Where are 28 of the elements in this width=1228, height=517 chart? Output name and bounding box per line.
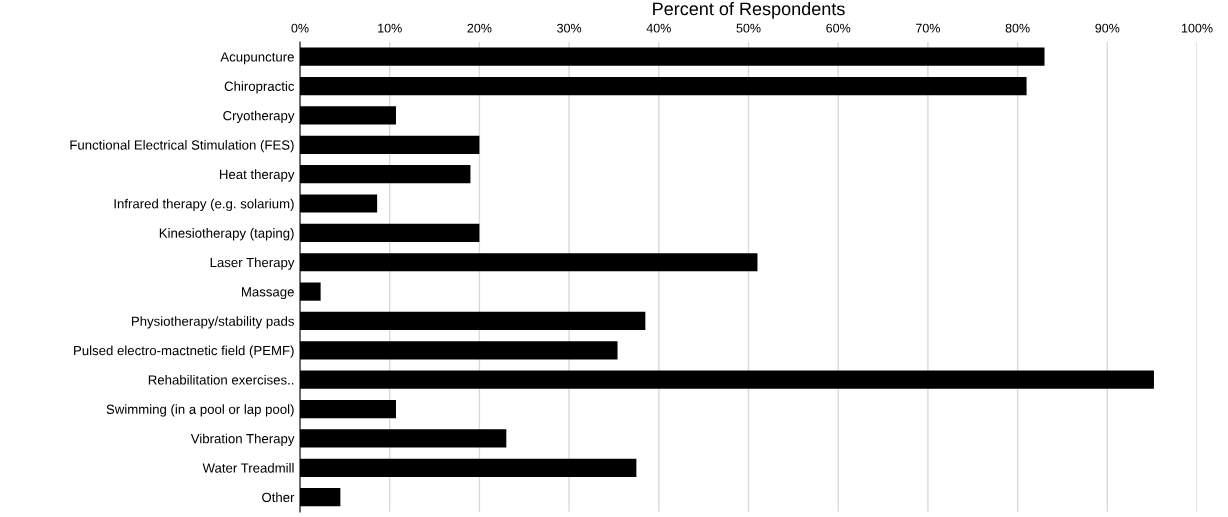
y-tick-label: Massage — [241, 287, 294, 300]
x-tick-label: 70% — [916, 23, 940, 33]
y-tick-label: Kinesiotherapy (taping) — [159, 228, 294, 241]
x-tick-label: 50% — [736, 23, 761, 33]
y-tick-label: Acupuncture — [220, 52, 294, 65]
x-tick-label: 40% — [646, 23, 671, 33]
y-tick-label: Rehabilitation exercises.. — [148, 374, 294, 385]
y-tick-label: Pulsed electro-mactnetic field (PEMF) — [74, 345, 294, 358]
x-tick-label: 30% — [557, 23, 582, 33]
y-tick-label: Vibration Therapy — [190, 433, 295, 446]
x-tick-label: 10% — [378, 23, 402, 33]
x-tick-label: 0% — [291, 23, 309, 33]
y-tick-label: Cryotherapy — [223, 110, 295, 123]
y-tick-label: Laser Therapy — [210, 257, 295, 270]
x-tick-label: 60% — [826, 23, 851, 33]
y-tick-label: Other — [262, 492, 295, 503]
y-tick-label: Heat therapy — [219, 169, 295, 182]
y-tick-label: Physiotherapy/stability pads — [131, 316, 294, 329]
x-tick-label: 100% — [1181, 23, 1213, 33]
x-tick-label: 20% — [467, 23, 492, 33]
x-tick-label: 80% — [1005, 23, 1030, 33]
y-tick-label: Water Treadmill — [202, 463, 294, 473]
x-axis-title: Percent of Respondents — [653, 1, 845, 19]
y-tick-label: Infrared therapy (e.g. solarium) — [114, 198, 294, 212]
y-tick-label: Functional Electrical Stimulation (FES) — [70, 139, 294, 153]
x-tick-label: 90% — [1095, 23, 1120, 33]
y-tick-label: Chiropractic — [224, 81, 295, 94]
y-tick-label: Swimming (in a pool or lap pool) — [106, 404, 294, 417]
